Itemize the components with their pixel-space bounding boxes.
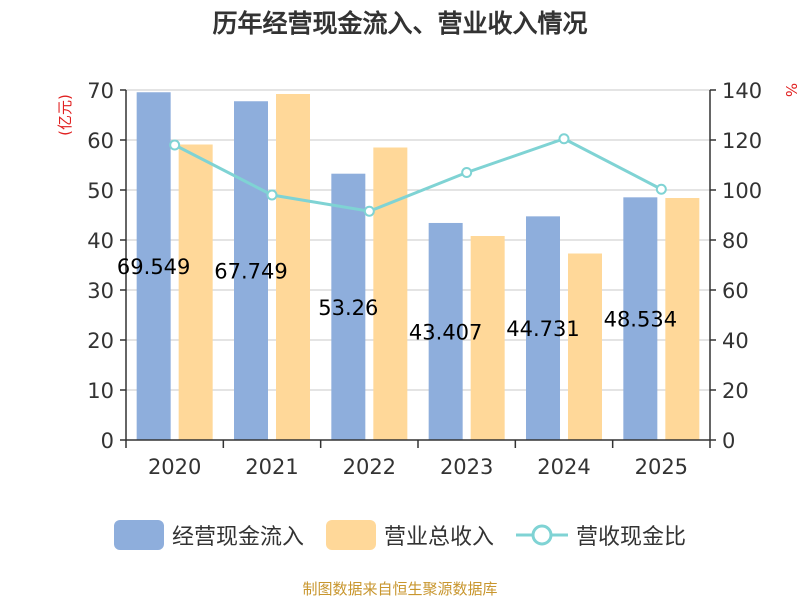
source-footer: 制图数据来自恒生聚源数据库 [302,580,498,598]
y-tick-label-right: 60 [722,279,749,303]
bar-revenue[interactable] [276,94,310,440]
legend-item-ratio[interactable]: 营收现金比 [516,519,686,551]
y-tick-label-right: 100 [722,179,762,203]
data-label-cash-inflow: 48.534 [604,308,677,332]
y-tick-label-left: 30 [87,279,114,303]
bars [136,92,700,441]
legend-label-cash-inflow: 经营现金流入 [171,525,304,550]
ratio-point[interactable] [266,189,278,201]
data-label-cash-inflow: 43.407 [409,320,482,344]
y-tick-label-right: 20 [722,379,749,403]
data-label-cash-inflow: 53.26 [318,296,378,320]
legend-label-revenue: 营业总收入 [383,525,494,550]
bar-cash-inflow[interactable] [526,216,560,440]
x-tick-label: 2024 [537,455,590,479]
data-label-cash-inflow: 69.549 [117,255,190,279]
y-tick-label-left: 50 [87,179,114,203]
legend: 经营现金流入 营业总收入 营收现金比 [0,518,800,552]
y-tick-label-right: 80 [722,229,749,253]
bar-cash-inflow[interactable] [428,222,463,440]
bar-cash-inflow[interactable] [234,101,268,440]
axes [120,89,716,448]
legend-item-cash-inflow[interactable]: 经营现金流入 [113,519,304,551]
bar-revenue[interactable] [178,144,213,441]
chart-title: 历年经营现金流入、营业收入情况 [212,9,588,38]
y-tick-label-right: 0 [722,429,735,453]
x-tick-label: 2021 [245,455,298,479]
ratio-point[interactable] [363,205,375,217]
legend-item-revenue[interactable]: 营业总收入 [325,519,494,551]
y-tick-label-left: 60 [87,129,114,153]
y-axis-label-right: % [782,83,800,97]
bar-cash-inflow[interactable] [331,173,366,440]
bar-revenue[interactable] [568,253,602,441]
ratio-line [169,133,667,217]
y-tick-label-left: 40 [87,229,114,253]
x-tick-label: 2023 [440,455,493,479]
legend-label-ratio: 营收现金比 [576,525,687,550]
bar-revenue[interactable] [665,198,700,440]
bar-cash-inflow[interactable] [136,92,171,440]
data-label-cash-inflow: 44.731 [506,317,579,341]
bar-revenue[interactable] [470,236,505,440]
grid-lines [126,89,710,391]
y-tick-label-right: 140 [722,79,762,103]
y-tick-label-left: 10 [87,379,114,403]
x-tick-label: 2025 [635,455,688,479]
legend-line-marker-icon [516,524,568,546]
legend-swatch-revenue [325,520,376,550]
y-tick-label-left: 20 [87,329,114,353]
legend-swatch-cash-inflow [113,520,164,550]
ratio-point[interactable] [169,139,181,151]
y-axis-label-left: (亿元) [56,94,74,136]
x-tick-label: 2020 [148,455,201,479]
ratio-point[interactable] [655,183,667,195]
data-label-cash-inflow: 67.749 [214,260,287,284]
y-tick-label-right: 40 [722,329,749,353]
ratio-line-path [173,137,663,213]
ratio-point[interactable] [558,133,570,145]
bar-cash-inflow[interactable] [623,197,658,440]
ratio-point[interactable] [461,167,473,178]
y-tick-label-left: 70 [87,79,114,103]
x-tick-label: 2022 [343,455,396,479]
tick-labels: 0 10 20 30 40 50 60 70 0 20 40 60 80 100 120 140 2020 202… [87,79,762,479]
y-tick-label-right: 120 [722,129,762,153]
bar-revenue[interactable] [373,147,408,441]
y-tick-label-left: 0 [101,429,114,453]
data-labels: 69.549 67.749 53.26 43.407 44.731 48.534 [117,255,677,344]
